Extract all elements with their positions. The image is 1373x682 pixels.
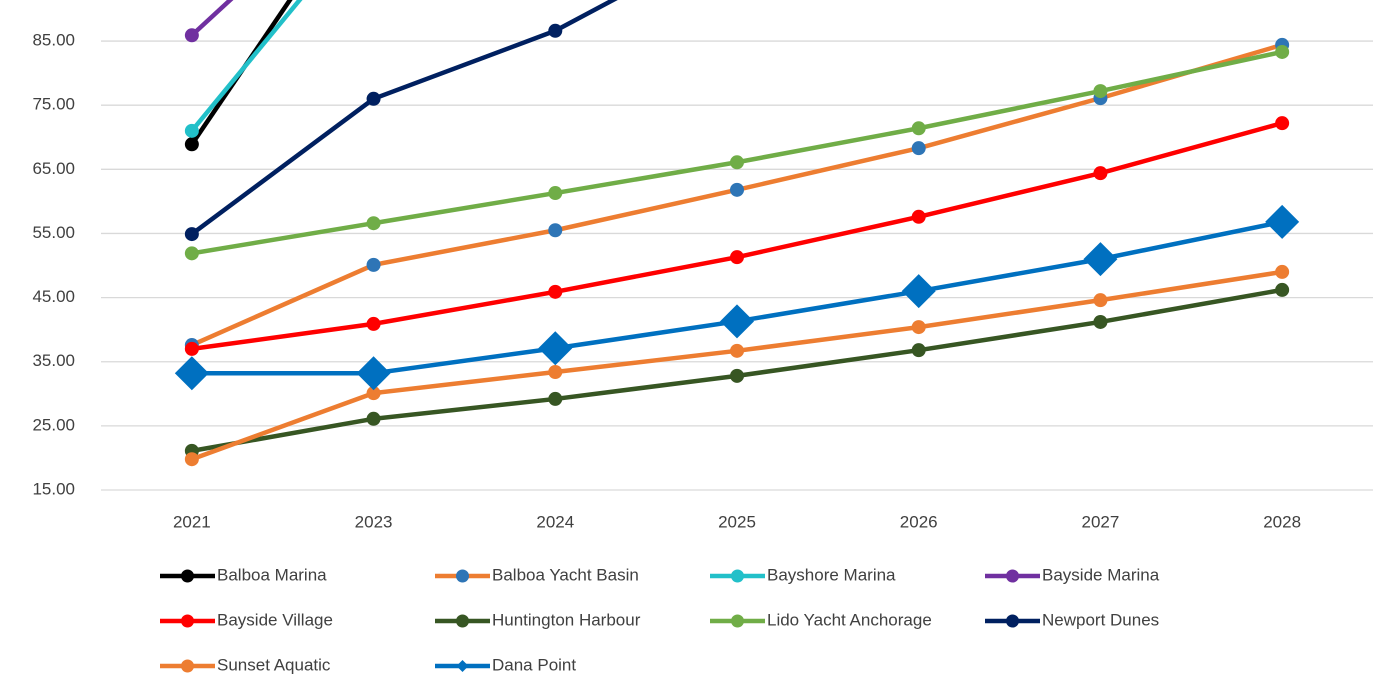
- grid: 15.00 25.00 35.00 45.00 55.00 65.00 75.00 85.00…: [32, 31, 1373, 531]
- series-line: [190, 0, 303, 133]
- legend-marker: [456, 660, 469, 672]
- legend-marker: [181, 569, 194, 583]
- marker: [911, 121, 926, 136]
- marker: [366, 386, 381, 401]
- x-tick-label: 2028: [1263, 512, 1301, 531]
- series-line: [191, 49, 1283, 256]
- legend-marker: [456, 614, 469, 628]
- marker: [174, 356, 209, 391]
- marker: [184, 246, 199, 261]
- x-tick-label: 2025: [718, 512, 756, 531]
- marker: [1093, 166, 1108, 181]
- marker: [730, 250, 744, 265]
- marker: [548, 186, 563, 201]
- legend-label: Bayside Marina: [1042, 565, 1160, 584]
- x-tick-label: 2024: [536, 512, 574, 531]
- marker: [184, 341, 199, 356]
- marker: [356, 356, 391, 391]
- marker: [911, 343, 926, 358]
- x-tick-label: 2026: [900, 512, 938, 531]
- legend-label: Bayshore Marina: [767, 565, 896, 584]
- marker: [911, 320, 926, 335]
- marker: [1083, 242, 1118, 277]
- marker: [184, 28, 199, 43]
- marker: [1275, 264, 1290, 279]
- y-tick-label: 45.00: [32, 287, 75, 306]
- series-line: [190, 0, 234, 37]
- legend-marker: [731, 614, 744, 628]
- legend-label: Bayside Village: [217, 610, 333, 629]
- x-tick-label: 2023: [355, 512, 393, 531]
- marker: [548, 284, 563, 299]
- marker: [1275, 282, 1290, 297]
- legend-label: Newport Dunes: [1042, 610, 1159, 629]
- marker: [548, 23, 563, 38]
- legend-label: Lido Yacht Anchorage: [767, 610, 932, 629]
- marker: [1093, 84, 1108, 99]
- marker: [366, 91, 381, 106]
- y-tick-label: 55.00: [32, 223, 75, 242]
- marker: [538, 331, 573, 366]
- marker: [911, 209, 926, 224]
- marker: [720, 304, 754, 339]
- plot-area: [174, 0, 1300, 467]
- series-line: [190, 0, 618, 236]
- marker: [366, 411, 381, 426]
- marker: [901, 274, 936, 309]
- legend-marker: [1006, 614, 1019, 628]
- marker: [730, 343, 744, 358]
- marker: [730, 182, 744, 197]
- y-tick-label: 75.00: [32, 95, 75, 114]
- legend-marker: [1006, 569, 1019, 583]
- legend-label: Balboa Marina: [217, 565, 327, 584]
- legend-label: Dana Point: [492, 655, 576, 674]
- marker: [1265, 204, 1300, 239]
- legend-marker: [181, 659, 194, 673]
- marker: [366, 316, 381, 331]
- x-tick-label: 2021: [173, 512, 211, 531]
- marker: [548, 391, 563, 406]
- y-tick-label: 65.00: [32, 159, 75, 178]
- marker: [911, 141, 926, 156]
- legend-label: Balboa Yacht Basin: [492, 565, 639, 584]
- marker: [1093, 293, 1108, 308]
- x-tick-label: 2027: [1082, 512, 1120, 531]
- marker: [548, 223, 563, 238]
- y-tick-label: 85.00: [32, 31, 75, 50]
- marker: [1275, 116, 1290, 131]
- y-tick-label: 15.00: [32, 479, 75, 498]
- marker: [548, 364, 563, 379]
- marker: [184, 137, 199, 152]
- legend-marker: [181, 614, 194, 628]
- marker: [184, 452, 199, 467]
- marker: [1275, 44, 1290, 59]
- legend: Balboa Marina Balboa Yacht Basin Bayshore …: [160, 565, 1160, 674]
- legend-label: Huntington Harbour: [492, 610, 641, 629]
- marker: [184, 123, 199, 138]
- marker: [1093, 314, 1108, 329]
- marker: [730, 368, 744, 383]
- marker: [184, 227, 199, 242]
- legend-label: Sunset Aquatic: [217, 655, 331, 674]
- legend-marker: [731, 569, 744, 583]
- y-tick-label: 35.00: [32, 351, 75, 370]
- legend-marker: [456, 569, 469, 583]
- marker: [730, 155, 744, 170]
- marker: [366, 257, 381, 272]
- series-line: [191, 269, 1283, 462]
- series-line: [189, 0, 293, 146]
- marker: [366, 216, 381, 231]
- y-tick-label: 25.00: [32, 415, 75, 434]
